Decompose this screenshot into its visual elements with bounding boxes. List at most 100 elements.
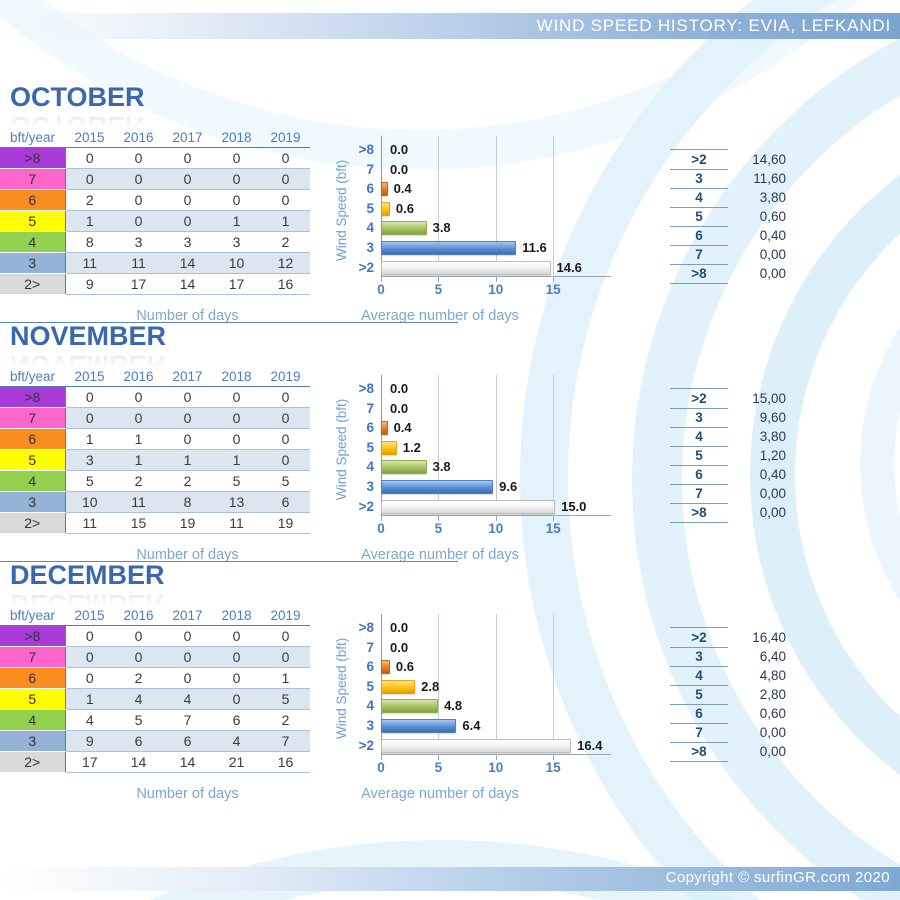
- month-section: NOVEMBER NOVEMBER bft/year 2015 2016 201…: [0, 321, 900, 567]
- axis-tick: [495, 277, 497, 282]
- category-label: >8: [358, 381, 374, 396]
- summary-label: 7: [670, 245, 728, 265]
- bft-row-label: 6: [0, 189, 66, 211]
- days-table: bft/year 2015 2016 2017 2018 2019 >8 0 0 0 0…: [0, 367, 310, 534]
- summary-value: 0,40: [759, 467, 786, 482]
- category-label: 7: [366, 639, 374, 655]
- copyright-text: Copyright © surfinGR.com 2020: [665, 869, 890, 886]
- bft-row-label: 7: [0, 646, 66, 668]
- bar-value-label: 9.6: [499, 479, 518, 494]
- bar-value-label: 0.0: [390, 639, 409, 655]
- gridline: [495, 136, 497, 277]
- days-cell: 0: [163, 147, 212, 169]
- days-cell: 0: [212, 386, 261, 408]
- days-cell: 0: [212, 667, 261, 689]
- bar-value-label: 0.6: [395, 200, 414, 216]
- bar: [381, 421, 388, 436]
- days-cell: 0: [163, 407, 212, 429]
- summary-label: >2: [670, 149, 728, 170]
- days-cell: 19: [261, 512, 310, 534]
- category-label: 4: [366, 220, 374, 236]
- gridline: [438, 375, 440, 516]
- table-caption: Number of days: [136, 547, 239, 563]
- days-cell: 0: [65, 407, 114, 429]
- days-cell: 2: [261, 231, 310, 253]
- bft-row-label: 2>: [0, 751, 66, 773]
- days-cell: 3: [212, 231, 261, 253]
- header-bar: WIND SPEED HISTORY: EVIA, LEFKANDI: [0, 13, 900, 39]
- category-label: 6: [366, 420, 374, 436]
- table-corner-header: bft/year: [0, 128, 65, 148]
- days-cell: 2: [163, 470, 212, 492]
- summary-label: 6: [670, 226, 728, 246]
- x-tick-label: 5: [434, 282, 443, 297]
- table-caption: Number of days: [136, 786, 239, 802]
- bft-row-label: >8: [0, 386, 66, 408]
- bft-row-label: 2>: [0, 273, 66, 295]
- summary-row: 7 0,00: [670, 484, 786, 504]
- days-cell: 0: [163, 189, 212, 211]
- summary-row: 3 6,40: [670, 647, 786, 667]
- x-tick-label: 5: [434, 760, 443, 775]
- days-cell: 0: [114, 646, 163, 668]
- summary-row: 4 3,80: [670, 427, 786, 447]
- days-cell: 14: [114, 751, 163, 773]
- days-cell: 1: [212, 210, 261, 232]
- summary-row: >2 16,40: [670, 627, 786, 648]
- bft-row-label: 7: [0, 407, 66, 429]
- bar-value-label: 3.8: [432, 220, 451, 236]
- summary-value: 0,60: [759, 706, 786, 721]
- summary-value: 6,40: [759, 649, 786, 664]
- days-cell: 7: [261, 730, 310, 752]
- category-label: 3: [366, 240, 374, 255]
- year-header: 2016: [114, 367, 163, 387]
- days-cell: 1: [114, 449, 163, 471]
- days-cell: 1: [163, 449, 212, 471]
- summary-value: 0,00: [759, 247, 786, 262]
- bar-chart: >8 0.0 7 0.0 6 0.4 5 1.2 4 3.8 3 9.6 >2 15.0 0 5 10 1…: [359, 375, 611, 536]
- days-cell: 14: [163, 252, 212, 274]
- x-tick-label: 15: [545, 282, 561, 297]
- summary-row: 5 0,60: [670, 207, 786, 227]
- days-cell: 0: [114, 407, 163, 429]
- days-cell: 2: [261, 709, 310, 731]
- year-header: 2015: [65, 367, 114, 387]
- days-cell: 1: [65, 428, 114, 450]
- summary-row: >8 0,00: [670, 503, 786, 523]
- bft-row-label: 4: [0, 470, 66, 492]
- summary-row: 3 9,60: [670, 408, 786, 428]
- days-cell: 19: [163, 512, 212, 534]
- summary-row: >2 15,00: [670, 388, 786, 409]
- days-cell: 16: [261, 273, 310, 295]
- summary-value: 0,00: [759, 486, 786, 501]
- gridline: [495, 375, 497, 516]
- section-divider: [0, 561, 458, 562]
- bar-value-label: 0.0: [390, 400, 409, 416]
- summary-label: 6: [670, 465, 728, 485]
- axis-tick: [553, 755, 555, 760]
- days-cell: 0: [163, 386, 212, 408]
- days-cell: 0: [65, 147, 114, 169]
- month-section: OCTOBER OCTOBER bft/year 2015 2016 2017 …: [0, 82, 900, 328]
- summary-row: 5 1,20: [670, 446, 786, 466]
- table-row: 2> 9 17 14 17 16: [0, 273, 310, 295]
- days-cell: 1: [261, 210, 310, 232]
- days-cell: 0: [163, 625, 212, 647]
- days-cell: 9: [65, 730, 114, 752]
- bar-value-label: 0.6: [395, 659, 414, 675]
- days-cell: 1: [65, 688, 114, 710]
- gridline: [495, 614, 497, 755]
- summary-label: >8: [670, 503, 728, 523]
- chart-rows: >8 0.0 7 0.0 6 0.4 5 1.2 4 3.8 3 9.6 >2 15.0: [359, 379, 599, 516]
- bar: [381, 182, 388, 197]
- days-cell: 2: [65, 189, 114, 211]
- days-cell: 4: [163, 688, 212, 710]
- summary-label: 7: [670, 484, 728, 504]
- days-cell: 0: [261, 407, 310, 429]
- category-label: 7: [366, 161, 374, 177]
